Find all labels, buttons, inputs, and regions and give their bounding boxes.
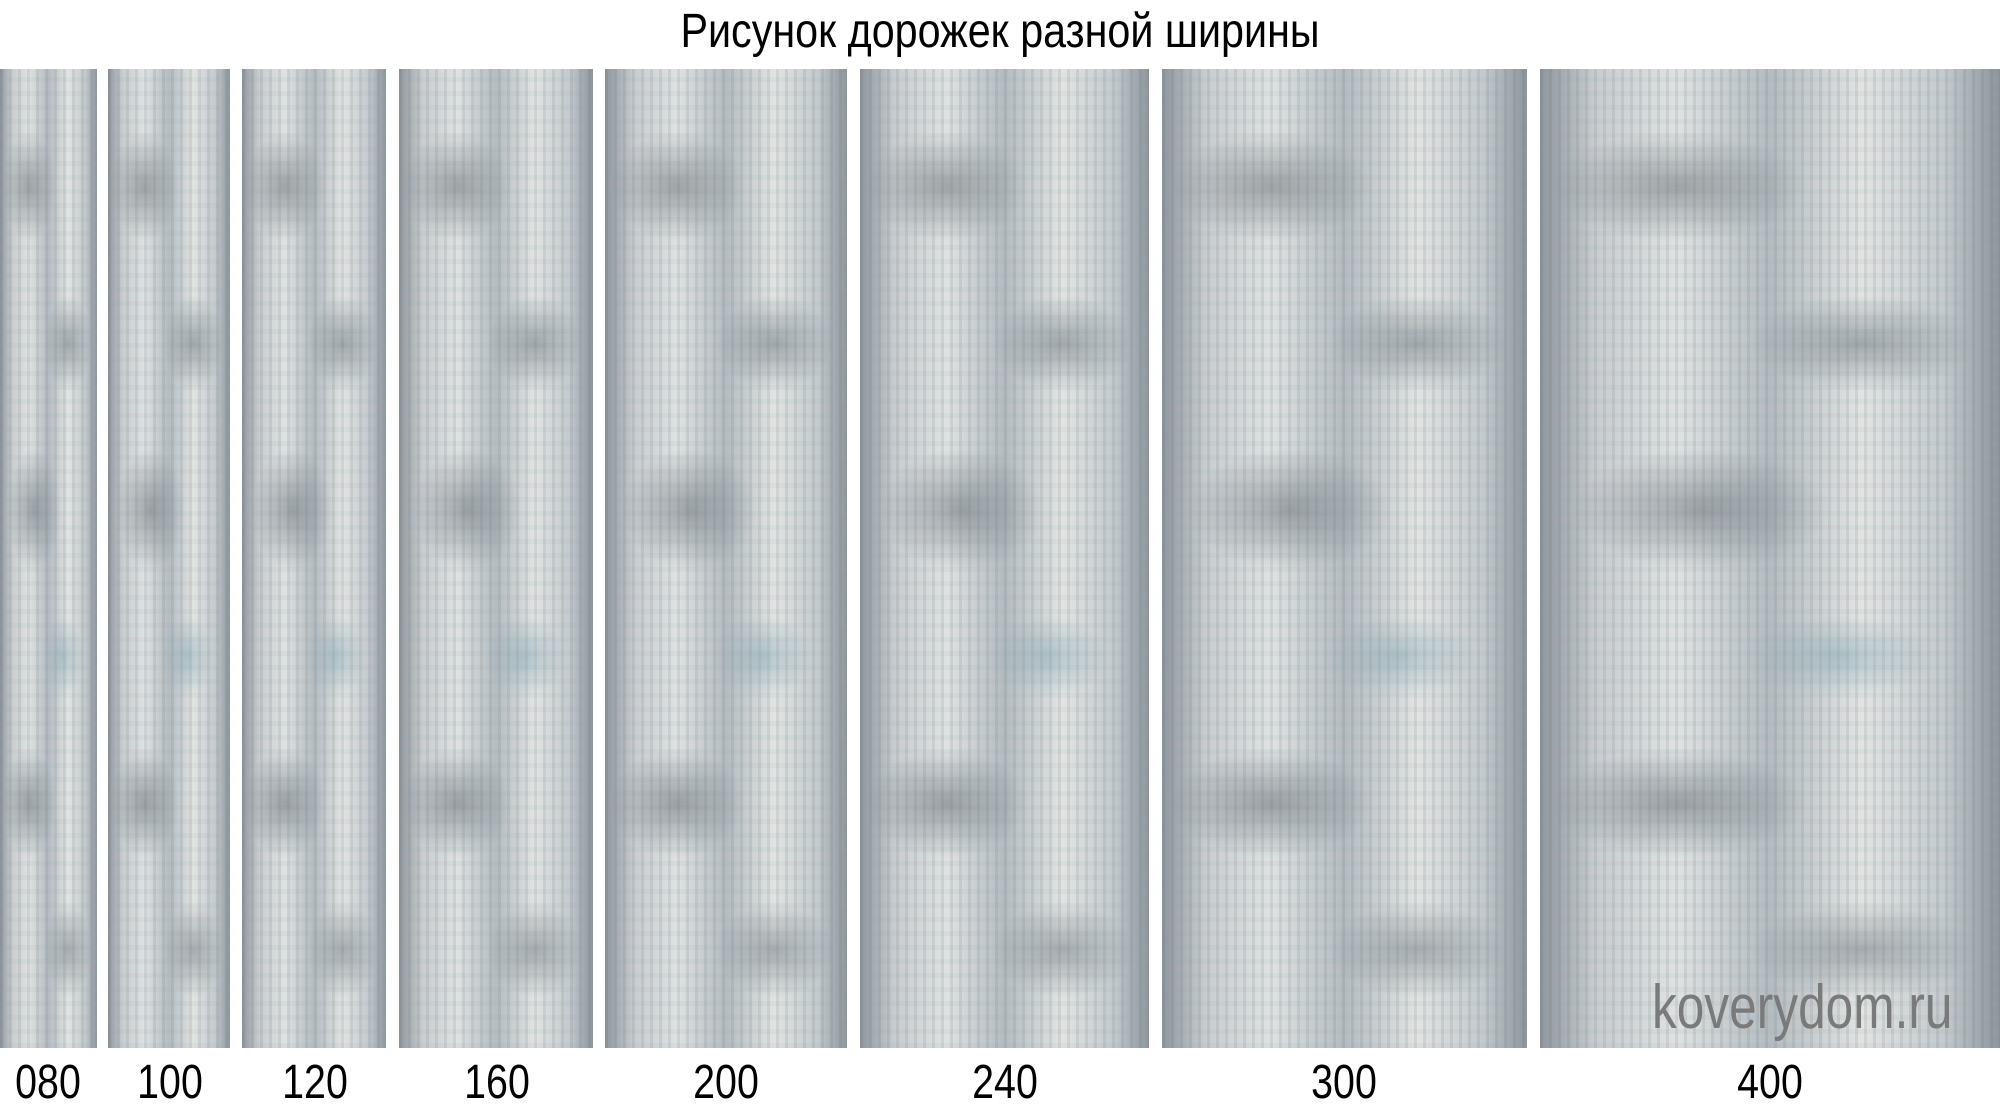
page-title: Рисунок дорожек разной ширины bbox=[680, 5, 1320, 58]
width-label: 300 bbox=[1311, 1056, 1377, 1109]
runner-image-240 bbox=[860, 69, 1149, 1048]
watermark: koverydom.ru bbox=[1652, 973, 1953, 1042]
width-label: 200 bbox=[693, 1056, 759, 1109]
width-label: 120 bbox=[282, 1056, 348, 1109]
width-label: 100 bbox=[137, 1056, 203, 1109]
width-label: 400 bbox=[1737, 1056, 1803, 1109]
runner-image-120 bbox=[242, 69, 386, 1048]
runner-image-100 bbox=[108, 69, 230, 1048]
runner-image-400 bbox=[1540, 69, 2000, 1048]
runner-image-080 bbox=[0, 69, 97, 1048]
runner-image-300 bbox=[1162, 69, 1527, 1048]
runner-image-200 bbox=[605, 69, 847, 1048]
width-label: 240 bbox=[972, 1056, 1038, 1109]
width-label: 080 bbox=[15, 1056, 81, 1109]
width-label: 160 bbox=[464, 1056, 530, 1109]
runner-image-160 bbox=[399, 69, 593, 1048]
